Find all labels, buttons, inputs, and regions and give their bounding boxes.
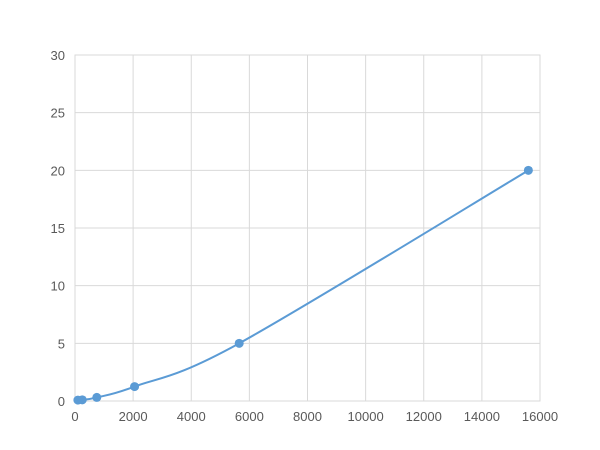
y-tick-label: 10 (51, 279, 65, 294)
y-tick-label: 5 (58, 336, 65, 351)
data-point (130, 382, 140, 392)
data-point (92, 392, 102, 402)
data-point (523, 165, 533, 175)
x-tick-label: 8000 (293, 409, 322, 424)
plot-border (74, 54, 541, 402)
x-tick-label: 4000 (177, 409, 206, 424)
y-tick-label: 25 (51, 106, 65, 121)
y-tick-label: 20 (51, 163, 65, 178)
data-point (77, 395, 87, 405)
x-tick-label: 2000 (119, 409, 148, 424)
x-tick-label: 0 (71, 409, 78, 424)
x-tick-label: 12000 (406, 409, 442, 424)
y-tick-label: 15 (51, 221, 65, 236)
data-point (234, 338, 244, 348)
x-tick-label: 10000 (348, 409, 384, 424)
x-tick-label: 6000 (235, 409, 264, 424)
y-tick-label: 30 (51, 48, 65, 63)
x-tick-label: 14000 (464, 409, 500, 424)
x-tick-label: 16000 (522, 409, 558, 424)
y-tick-label: 0 (58, 394, 65, 409)
